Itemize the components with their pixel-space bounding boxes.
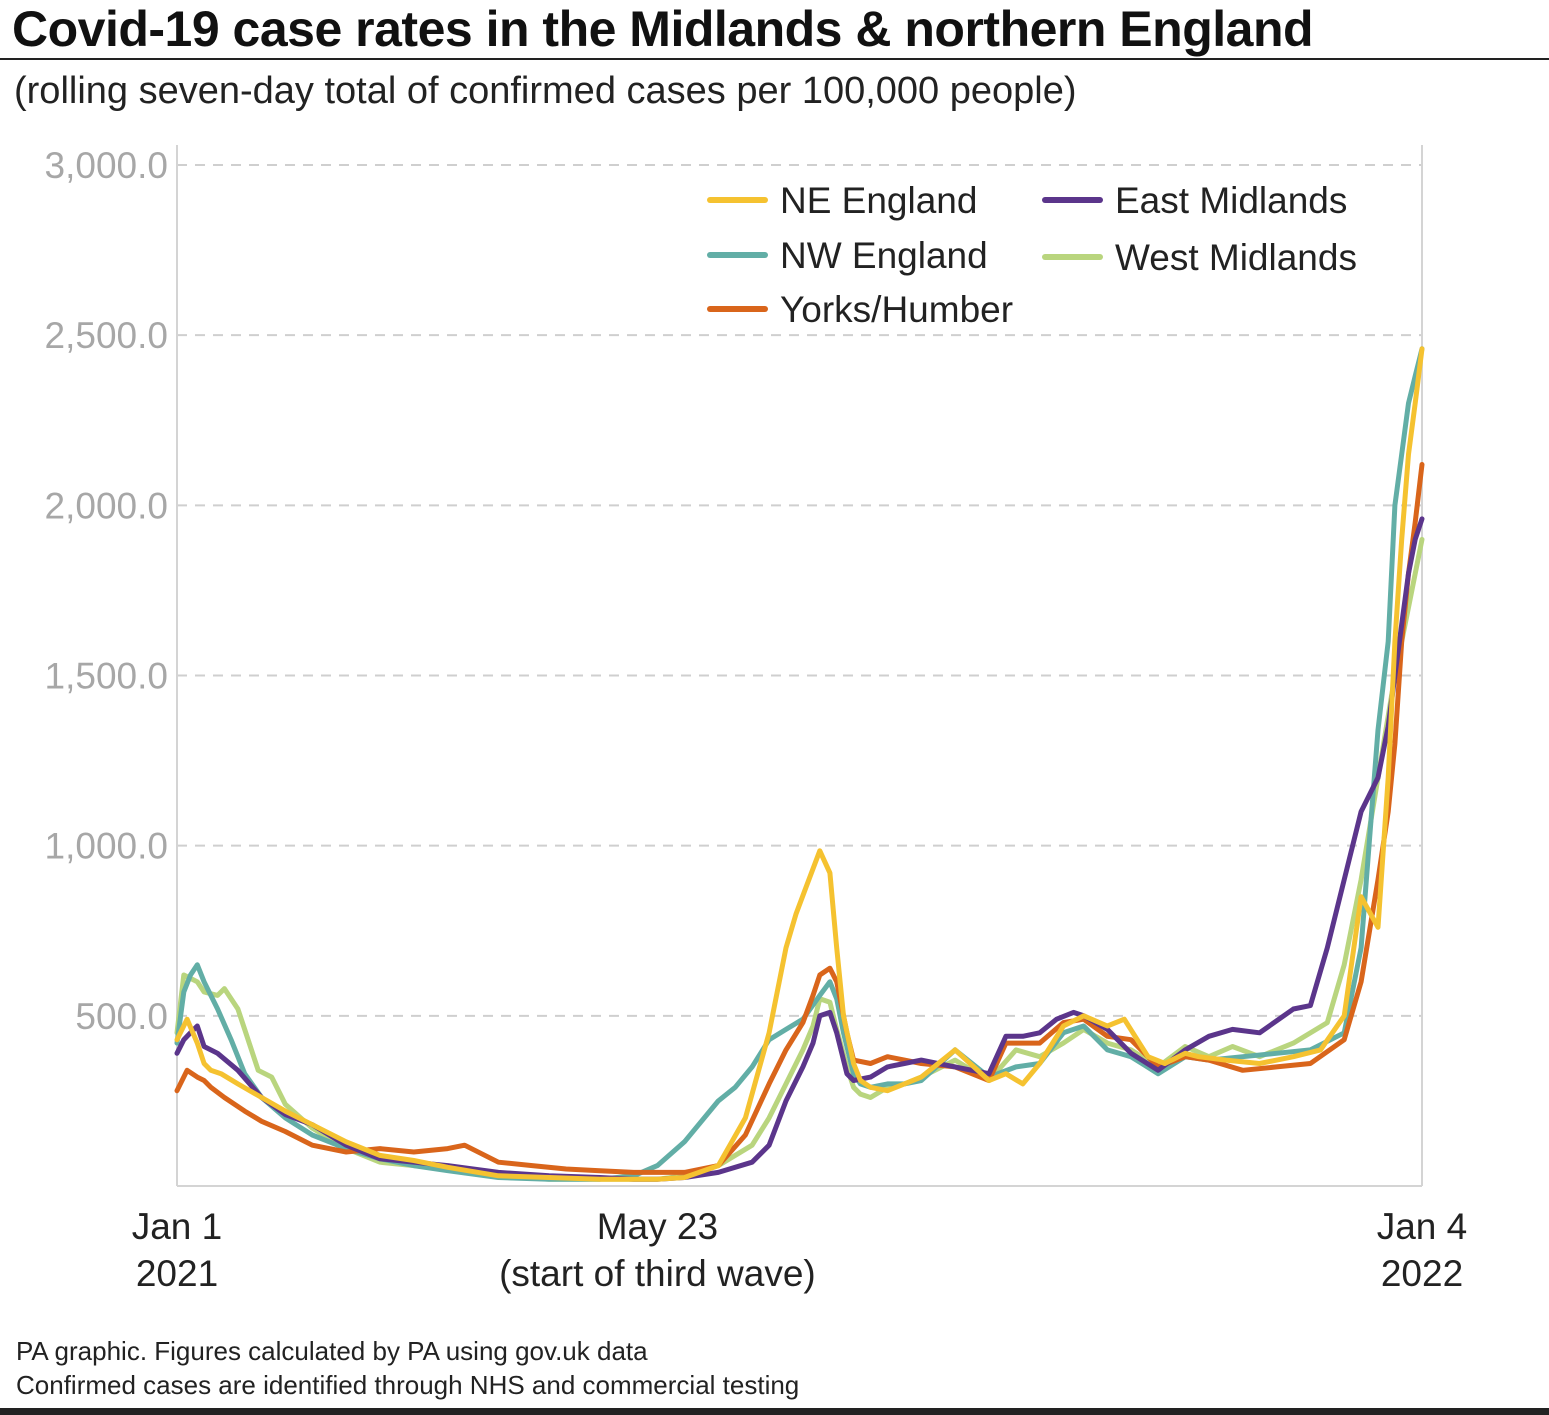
legend-label-nw-england: NW England <box>780 235 988 276</box>
legend-label-east-midlands: East Midlands <box>1115 180 1347 221</box>
bottom-divider <box>0 1408 1549 1415</box>
series-line-yorks-humber <box>174 462 1425 1175</box>
line-chart: 500.0 1,000.0 1,500.0 2,000.0 2,500.0 3,000.0… <box>45 145 1468 1294</box>
x-tick-sublabel: 2022 <box>1381 1253 1463 1294</box>
series-line-nw-england <box>174 346 1425 1182</box>
x-tick-label: Jan 1 <box>132 1206 223 1247</box>
methodology-note: Confirmed cases are identified through N… <box>16 1370 800 1400</box>
y-tick-label: 3,000.0 <box>45 145 168 186</box>
y-tick-label: 1,000.0 <box>45 826 168 867</box>
series-line-west-midlands <box>174 536 1425 1182</box>
series-line-east-midlands <box>174 516 1425 1182</box>
x-tick-label: Jan 4 <box>1377 1206 1468 1247</box>
y-tick-label: 2,500.0 <box>45 315 168 356</box>
y-tick-label: 1,500.0 <box>45 656 168 697</box>
grid-layer <box>177 164 1422 1017</box>
x-tick-sublabel: (start of third wave) <box>499 1253 816 1294</box>
legend-label-yorks-humber: Yorks/Humber <box>780 289 1013 330</box>
y-tick-label: 500.0 <box>75 996 168 1037</box>
series-line-ne-england <box>174 346 1425 1182</box>
legend-label-west-midlands: West Midlands <box>1115 237 1357 278</box>
source-note: PA graphic. Figures calculated by PA usi… <box>16 1336 648 1366</box>
series-layer <box>174 346 1425 1182</box>
legend-label-ne-england: NE England <box>780 180 977 221</box>
x-tick-label: May 23 <box>597 1206 718 1247</box>
axis-layer: 500.0 1,000.0 1,500.0 2,000.0 2,500.0 3,000.0… <box>45 145 1468 1294</box>
title-divider <box>0 58 1549 60</box>
chart-subtitle: (rolling seven-day total of confirmed ca… <box>14 70 1077 112</box>
chart-title: Covid-19 case rates in the Midlands & no… <box>12 1 1314 57</box>
x-tick-sublabel: 2021 <box>136 1253 218 1294</box>
legend: NE England NW England Yorks/Humber East Mid… <box>707 180 1357 330</box>
y-tick-label: 2,000.0 <box>45 485 168 526</box>
